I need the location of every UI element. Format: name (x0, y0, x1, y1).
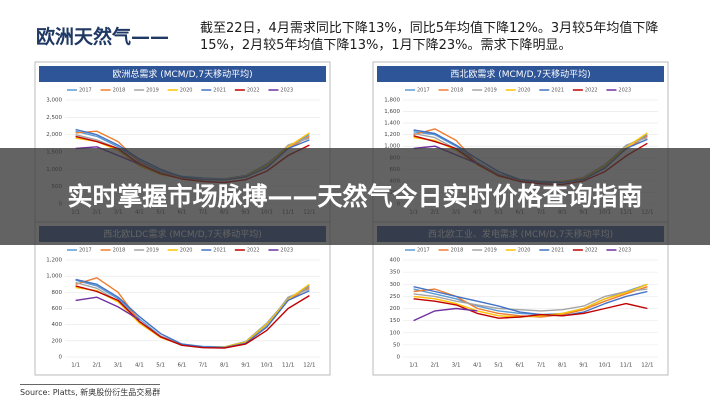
x-tick-label: 11/1 (282, 363, 294, 369)
legend-label: 2022 (247, 248, 260, 254)
legend-label: 2018 (451, 248, 464, 254)
y-tick-label: 1,600 (384, 109, 400, 115)
x-tick-label: 7/1 (537, 363, 546, 369)
y-tick-label: 400 (52, 322, 63, 328)
x-tick-label: 10/1 (261, 363, 273, 369)
y-tick-label: 1,200 (46, 258, 62, 264)
x-tick-label: 2/1 (92, 363, 101, 369)
y-tick-label: 200 (390, 306, 401, 312)
legend-label: 2019 (484, 88, 497, 94)
y-tick-label: 50 (393, 342, 400, 348)
legend-label: 2018 (113, 248, 126, 254)
x-tick-label: 6/1 (177, 363, 186, 369)
series-line (413, 307, 478, 322)
y-tick-label: 200 (52, 338, 63, 344)
legend-label: 2019 (146, 88, 159, 94)
source-note: Source: Platts, 新奥股份衍生品交易群 (20, 384, 161, 398)
x-tick-label: 5/1 (156, 363, 165, 369)
x-tick-label: 4/1 (135, 363, 144, 369)
x-tick-label: 11/1 (620, 363, 632, 369)
y-tick-label: 150 (390, 318, 401, 324)
x-tick-label: 1/1 (71, 363, 80, 369)
y-tick-label: 3,000 (46, 98, 62, 104)
series-line (413, 298, 648, 319)
y-tick-label: 600 (52, 306, 63, 312)
series-line (75, 296, 140, 321)
legend-label: 2021 (551, 88, 564, 94)
y-tick-label: 250 (390, 294, 401, 300)
legend-label: 2018 (451, 88, 464, 94)
y-tick-label: 2,000 (46, 132, 62, 138)
legend-label: 2020 (180, 88, 193, 94)
y-tick-label: 100 (390, 330, 401, 336)
x-tick-label: 5/1 (494, 363, 503, 369)
x-tick-label: 6/1 (515, 363, 524, 369)
legend-label: 2023 (280, 248, 293, 254)
legend-label: 2022 (585, 88, 598, 94)
x-tick-label: 12/1 (641, 363, 653, 369)
x-tick-label: 8/1 (220, 363, 229, 369)
x-tick-label: 8/1 (558, 363, 567, 369)
x-tick-label: 3/1 (452, 363, 461, 369)
overlay-banner: 实时掌握市场脉搏——天然气今日实时价格查询指南 (0, 148, 710, 245)
x-tick-label: 9/1 (241, 363, 250, 369)
x-tick-label: 12/1 (303, 363, 315, 369)
overlay-title: 实时掌握市场脉搏——天然气今日实时价格查询指南 (67, 182, 643, 211)
y-tick-label: 1,200 (384, 132, 400, 138)
x-tick-label: 9/1 (579, 363, 588, 369)
y-tick-label: 2,500 (46, 115, 62, 121)
legend-label: 2017 (417, 88, 430, 94)
y-tick-label: 1,400 (384, 121, 400, 127)
legend-label: 2023 (618, 88, 631, 94)
page-title: 欧洲天然气—— (36, 26, 170, 48)
legend-label: 2017 (79, 88, 92, 94)
y-tick-label: 800 (52, 290, 63, 296)
y-tick-label: 400 (390, 258, 401, 264)
series-line (413, 286, 648, 317)
y-tick-label: 1,800 (384, 98, 400, 104)
x-tick-label: 10/1 (599, 363, 611, 369)
x-tick-label: 7/1 (199, 363, 208, 369)
legend-label: 2019 (146, 248, 159, 254)
legend-label: 2021 (213, 88, 226, 94)
x-tick-label: 1/1 (409, 363, 418, 369)
y-tick-label: 1,000 (46, 274, 62, 280)
y-tick-label: 0 (397, 355, 401, 361)
chart-title: 欧洲总需求 (MCM/D,7天移动平均) (112, 68, 252, 80)
y-tick-label: 350 (390, 270, 401, 276)
legend-label: 2017 (79, 248, 92, 254)
x-tick-label: 4/1 (473, 363, 482, 369)
legend-label: 2021 (213, 248, 226, 254)
x-tick-label: 2/1 (430, 363, 439, 369)
legend-label: 2022 (585, 248, 598, 254)
panel-header (39, 66, 326, 82)
legend-label: 2017 (417, 248, 430, 254)
series-line (75, 278, 310, 349)
y-tick-label: 0 (59, 355, 63, 361)
legend-label: 2021 (551, 248, 564, 254)
legend-label: 2020 (518, 248, 531, 254)
series-line (75, 285, 310, 349)
chart-title: 西北欧需求 (MCM/D,7天移动平均) (450, 68, 590, 80)
legend-label: 2020 (518, 88, 531, 94)
y-tick-label: 300 (390, 282, 401, 288)
legend-label: 2020 (180, 248, 193, 254)
series-line (413, 288, 648, 312)
legend-label: 2022 (247, 88, 260, 94)
legend-label: 2023 (618, 248, 631, 254)
panel-header (377, 66, 664, 82)
legend-label: 2018 (113, 88, 126, 94)
legend-label: 2019 (484, 248, 497, 254)
legend-label: 2023 (280, 88, 293, 94)
y-tick-label: 1,000 (384, 144, 400, 150)
summary: 截至22日，4月需求同比下降13%，同比5年均值下降12%。3月较5年均值下降1… (200, 21, 659, 53)
x-tick-label: 3/1 (114, 363, 123, 369)
